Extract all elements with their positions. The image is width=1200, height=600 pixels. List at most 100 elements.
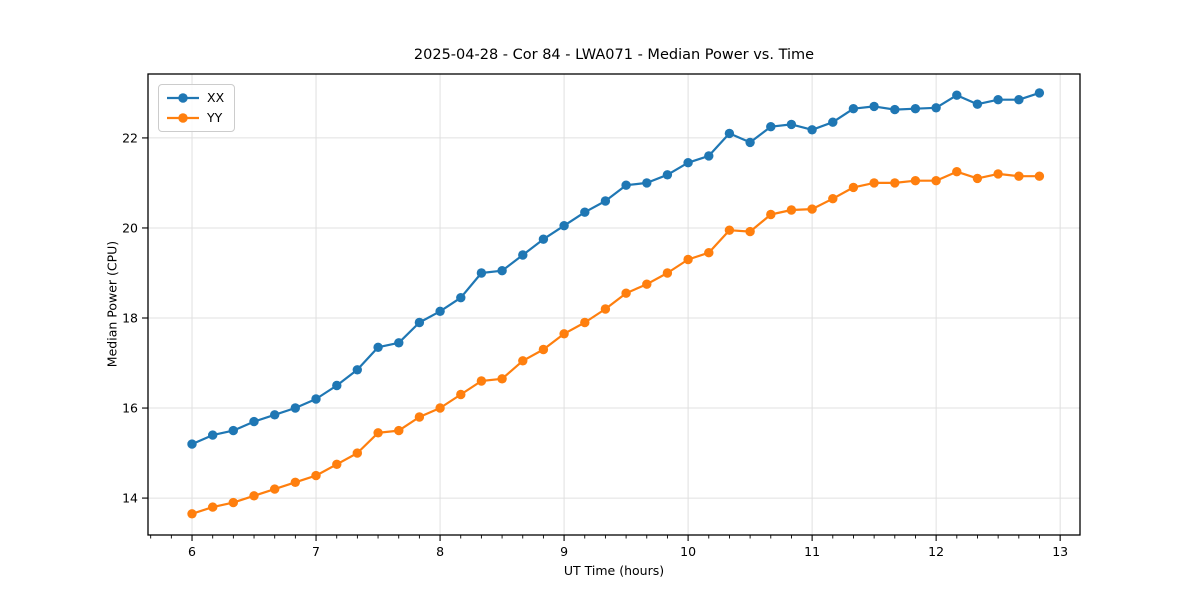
legend: XX YY [158,84,236,132]
x-tick-label: 9 [560,544,569,559]
data-point-yy [704,248,714,258]
data-point-yy [1014,171,1024,181]
series-line-xx [190,91,1041,446]
data-point-xx [786,119,797,130]
data-point-xx [683,158,693,168]
data-point-xx [745,137,755,148]
data-point-yy [187,509,197,519]
data-point-xx [972,99,983,109]
data-point-xx [497,266,507,276]
data-point-yy [600,304,611,314]
data-point-yy [332,459,342,469]
data-point-xx [518,250,528,260]
data-point-yy [993,169,1003,179]
data-point-xx [1034,88,1045,98]
x-tick-label: 12 [928,544,945,559]
data-point-xx [807,125,817,135]
data-point-yy [807,204,817,214]
x-tick-label: 10 [680,544,697,559]
data-point-yy [580,317,590,328]
data-point-yy [435,403,445,413]
data-point-yy [373,428,383,438]
data-point-xx [352,365,362,375]
data-point-xx [559,221,569,231]
legend-label-xx: XX [207,90,225,105]
data-point-yy [890,178,900,188]
x-tick-label: 8 [436,544,445,559]
legend-item-yy: YY [166,109,224,127]
data-point-yy [786,205,797,215]
data-point-yy [662,268,673,278]
data-point-xx [332,380,342,391]
data-point-yy [559,329,569,339]
data-point-xx [476,268,487,278]
data-point-xx [290,403,300,413]
data-point-yy [456,389,466,400]
y-tick-label: 18 [122,310,138,326]
x-tick-label: 11 [804,544,821,559]
data-point-xx [662,170,673,180]
data-point-yy [228,497,238,508]
data-point-xx [621,180,631,190]
legend-label-yy: YY [207,110,223,125]
data-point-yy [683,254,693,265]
data-point-xx [373,342,383,352]
data-point-yy [311,470,321,481]
data-point-yy [208,502,218,512]
data-point-yy [352,448,362,458]
series-line-yy [190,170,1041,515]
x-axis-label: UT Time (hours) [563,563,665,578]
data-point-yy [724,225,735,235]
data-point-yy [394,425,404,436]
data-point-xx [952,90,962,100]
data-point-yy [476,376,487,386]
plot-border [147,73,1081,536]
x-tick-label: 6 [188,544,196,559]
x-tick-label: 13 [1052,544,1069,559]
data-point-xx [580,207,590,217]
data-point-xx [270,410,280,420]
data-point-xx [1014,95,1024,105]
data-point-yy [1034,171,1045,181]
data-point-yy [869,178,879,188]
data-point-xx [724,128,735,139]
data-point-yy [952,167,962,177]
data-point-yy [249,491,259,501]
data-point-xx [208,430,218,440]
data-point-xx [311,394,321,404]
data-point-yy [621,288,631,298]
data-point-yy [518,356,528,366]
data-point-xx [600,196,611,206]
data-point-xx [910,104,921,114]
data-point-xx [766,122,776,132]
data-point-xx [249,416,259,427]
data-point-xx [642,178,652,188]
data-point-yy [497,374,507,384]
y-tick-label: 16 [122,400,138,416]
data-point-xx [704,151,714,161]
legend-item-xx: XX [166,89,224,107]
y-tick-label: 14 [122,490,138,506]
data-point-xx [228,425,238,436]
data-point-yy [270,484,280,494]
data-point-xx [848,104,859,114]
data-point-yy [910,176,921,186]
x-tick-label: 7 [312,544,321,559]
data-point-yy [931,176,941,186]
data-point-yy [828,194,838,204]
data-point-yy [642,279,652,289]
data-point-xx [890,104,900,115]
data-point-xx [187,439,197,449]
data-point-yy [538,344,549,355]
data-point-yy [745,226,755,237]
y-tick-label: 20 [122,220,138,236]
data-point-xx [435,306,445,316]
data-point-yy [848,182,859,193]
data-point-yy [766,209,776,220]
data-point-xx [394,338,404,348]
data-point-xx [456,293,466,303]
data-point-xx [828,117,838,127]
data-point-yy [414,412,425,422]
